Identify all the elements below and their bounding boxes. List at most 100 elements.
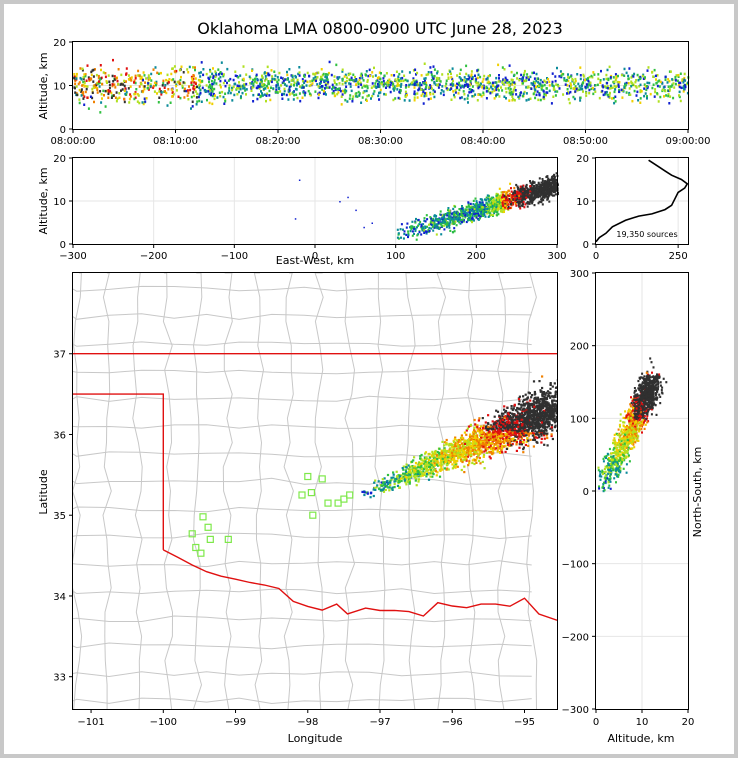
- ew-altitude-cell: [425, 231, 428, 234]
- time-height-cell: [486, 81, 489, 84]
- time-height-cell: [239, 96, 242, 100]
- time-height-cell: [384, 82, 387, 86]
- time-height-cell: [252, 82, 255, 85]
- time-height-cell: [454, 89, 457, 92]
- time-height-cell: [424, 79, 426, 83]
- time-height-cell: [116, 97, 119, 100]
- time-height-cell: [146, 87, 149, 90]
- time-height-cell: [258, 85, 261, 88]
- ew-altitude-cell: [542, 195, 545, 198]
- plan-view-cell: [473, 450, 476, 453]
- time-height-cell: [85, 79, 88, 82]
- time-height-cell: [647, 66, 650, 69]
- time-height-cell: [74, 82, 77, 86]
- plan-view-cell: [418, 474, 421, 478]
- time-height-cell: [574, 77, 577, 81]
- time-height-cell: [423, 62, 426, 65]
- time-height-cell: [488, 81, 491, 85]
- time-height-cell: [614, 100, 617, 103]
- ew-altitude-cell: [552, 182, 555, 185]
- ew-altitude-cell: [443, 224, 446, 227]
- plan-view-cell: [513, 427, 516, 431]
- ew-altitude-cell: [537, 202, 540, 205]
- plan-view-cell: [500, 441, 503, 444]
- ew-altitude-cell: [491, 205, 494, 208]
- time-height-cell: [93, 84, 96, 87]
- ew-altitude-cell: [479, 198, 482, 201]
- time-height-cell: [150, 79, 153, 82]
- time-height-cell: [111, 74, 114, 78]
- ew-altitude-cell: [414, 227, 417, 230]
- time-height-cell: [82, 97, 85, 100]
- time-height-cell: [325, 79, 327, 82]
- time-height-cell: [138, 101, 141, 105]
- time-height-cell: [461, 85, 464, 88]
- time-height-cell: [325, 93, 327, 96]
- time-height-cell: [605, 86, 608, 89]
- time-height-cell: [82, 83, 85, 87]
- plan-view-cell: [549, 382, 552, 385]
- county-line: [73, 506, 532, 513]
- time-height-cell: [382, 84, 385, 88]
- time-height-cell: [523, 69, 526, 73]
- time-height-cell: [408, 83, 411, 87]
- time-height-cell: [349, 82, 352, 86]
- time-height-cell: [441, 73, 444, 76]
- time-height-cell: [357, 85, 360, 89]
- time-height-cell: [497, 84, 500, 87]
- time-height-cell: [534, 88, 537, 92]
- ew-altitude-cell: [541, 199, 544, 202]
- time-height-cell: [509, 93, 512, 96]
- ew-altitude-cell: [452, 216, 455, 219]
- plan-view-cell: [546, 390, 550, 393]
- ew-altitude-cell: [496, 211, 499, 214]
- plan-view-cell: [486, 437, 489, 440]
- time-height-cell: [190, 75, 193, 79]
- ew-altitude-cell: [507, 189, 510, 192]
- time-height-cell: [176, 80, 179, 84]
- time-height-cell: [186, 89, 189, 92]
- plan-view-cell: [509, 434, 512, 437]
- time-height-cell: [451, 84, 454, 87]
- county-line: [73, 615, 532, 623]
- time-height-cell: [372, 85, 375, 88]
- time-height-cell: [476, 76, 479, 80]
- ew-altitude-cell: [485, 196, 488, 199]
- ew-altitude-cell: [519, 200, 522, 203]
- time-height-cell: [579, 66, 582, 69]
- time-height-cell: [508, 91, 511, 95]
- time-height-cell: [327, 81, 330, 84]
- ew-altitude-cell: [447, 207, 450, 210]
- time-height-cell: [303, 74, 305, 77]
- county-line: [436, 273, 447, 709]
- time-height-cell: [525, 76, 528, 79]
- time-height-cell: [592, 71, 595, 74]
- time-height-cell: [614, 88, 617, 91]
- county-line: [73, 313, 532, 320]
- ew-altitude-cell: [413, 227, 415, 230]
- time-height-cell: [379, 88, 382, 92]
- ew-altitude-cell: [524, 194, 527, 197]
- ew-altitude-cell: [473, 211, 476, 214]
- time-height-cell: [525, 92, 528, 95]
- time-height-cell: [317, 96, 320, 100]
- plan-view-cell: [395, 470, 398, 473]
- time-height-cell: [623, 74, 626, 77]
- time-height-cell: [307, 89, 310, 93]
- ew-altitude-cell: [430, 227, 433, 230]
- time-height-cell: [212, 92, 215, 96]
- time-height-cell: [667, 85, 670, 88]
- ew-altitude-cell: [513, 193, 516, 197]
- plan-view-cell: [540, 434, 543, 437]
- time-height-cell: [399, 77, 402, 80]
- time-height-cell: [212, 82, 215, 86]
- time-height-cell: [187, 91, 190, 95]
- ew-altitude-cell: [461, 215, 464, 218]
- time-height-cell: [194, 86, 197, 89]
- county-line: [73, 423, 532, 429]
- time-height-cell: [668, 89, 671, 92]
- time-height-cell: [510, 92, 513, 95]
- time-height-cell: [485, 78, 488, 81]
- time-height-panel: 08:00:00 08:10:00 08:20:00 08:30:00 08:40:00…: [37, 38, 710, 147]
- ew-altitude-cell: [516, 185, 519, 188]
